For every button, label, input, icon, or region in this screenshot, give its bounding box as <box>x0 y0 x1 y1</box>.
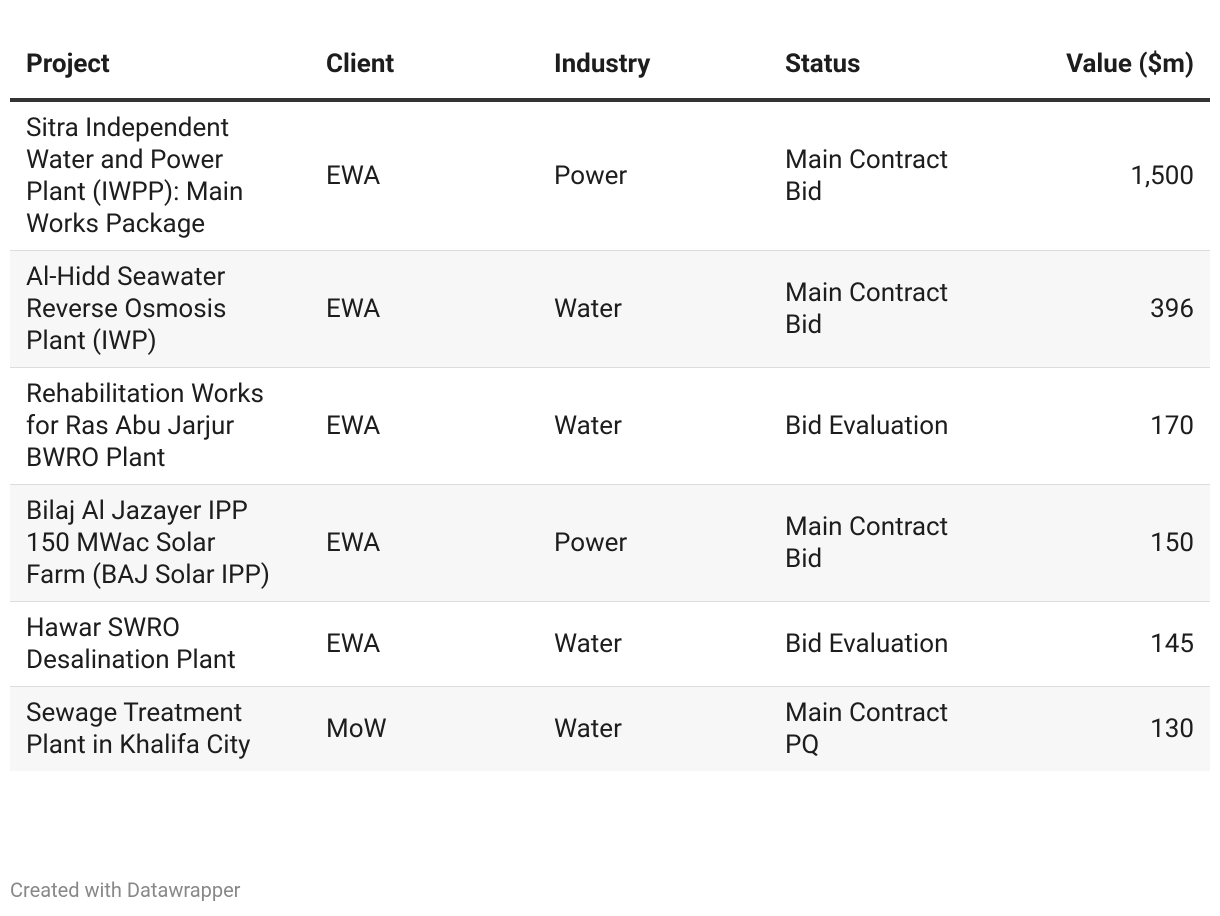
table-cell-container: Rehabilitation Works for Ras Abu Jarjur … <box>10 367 310 485</box>
table-cell: Power <box>554 528 628 558</box>
table-cell-container: Main Contract Bid <box>769 484 1009 602</box>
table-cell: Water <box>554 629 622 659</box>
table-cell-container: Power <box>538 100 769 251</box>
table-cell: Main Contract Bid <box>785 145 949 207</box>
table-container: Project Client Industry Status Value ($m) Si… <box>10 28 1210 771</box>
table-row: Al-Hidd Seawater Reverse Osmosis Plant (… <box>10 250 1210 368</box>
table-cell-container: MoW <box>310 686 538 771</box>
table-cell: 150 <box>1150 528 1194 558</box>
column-header: Industry <box>538 28 769 102</box>
column-header: Project <box>10 28 310 102</box>
table-cell-container: Sitra Independent Water and Power Plant … <box>10 100 310 251</box>
table-cell-container: Al-Hidd Seawater Reverse Osmosis Plant (… <box>10 250 310 368</box>
table-row: Hawar SWRO Desalination Plant EWA Water Bid… <box>10 601 1210 687</box>
table-cell: Water <box>554 294 622 324</box>
header-row: Project Client Industry Status Value ($m) <box>10 28 1210 102</box>
table-cell-container: EWA <box>310 484 538 602</box>
table-cell-container: 396 <box>1009 250 1210 368</box>
credit: Created with Datawrapper <box>10 878 241 902</box>
table-cell: EWA <box>326 411 381 441</box>
table-cell: 130 <box>1150 714 1194 744</box>
table-cell-container: Water <box>538 250 769 368</box>
table-cell-container: Main Contract Bid <box>769 100 1009 251</box>
table-cell-container: 170 <box>1009 367 1210 485</box>
table-cell-container: Power <box>538 484 769 602</box>
table-cell-container: Bilaj Al Jazayer IPP 150 MWac Solar Farm… <box>10 484 310 602</box>
table-row: Sitra Independent Water and Power Plant … <box>10 100 1210 251</box>
table-cell: Water <box>554 714 622 744</box>
table-row: Rehabilitation Works for Ras Abu Jarjur … <box>10 367 1210 485</box>
table-cell: Sitra Independent Water and Power Plant … <box>26 113 244 239</box>
table-cell-container: EWA <box>310 367 538 485</box>
table-cell-container: Hawar SWRO Desalination Plant <box>10 601 310 687</box>
table-cell: Rehabilitation Works for Ras Abu Jarjur … <box>26 379 264 473</box>
table-cell: EWA <box>326 161 381 191</box>
table: Project Client Industry Status Value ($m) Si… <box>10 28 1210 771</box>
column-header: Status <box>769 28 1009 102</box>
table-cell-container: EWA <box>310 100 538 251</box>
table-cell-container: Water <box>538 367 769 485</box>
table-cell-container: Bid Evaluation <box>769 601 1009 687</box>
table-cell-container: 150 <box>1009 484 1210 602</box>
table-cell: Bilaj Al Jazayer IPP 150 MWac Solar Farm… <box>26 496 270 590</box>
table-cell: 170 <box>1150 411 1194 441</box>
table-cell-container: 1,500 <box>1009 100 1210 251</box>
table-cell: 396 <box>1150 294 1194 324</box>
table-row: Bilaj Al Jazayer IPP 150 MWac Solar Farm… <box>10 484 1210 602</box>
table-cell: EWA <box>326 528 381 558</box>
table-cell-container: EWA <box>310 601 538 687</box>
table-row: Sewage Treatment Plant in Khalifa City Mo… <box>10 686 1210 771</box>
table-cell: Hawar SWRO Desalination Plant <box>26 613 236 675</box>
table-cell: Main Contract Bid <box>785 278 949 340</box>
table-cell-container: Bid Evaluation <box>769 367 1009 485</box>
table-cell: 145 <box>1150 629 1194 659</box>
table-cell-container: Main Contract Bid <box>769 250 1009 368</box>
table-body: Sitra Independent Water and Power Plant … <box>10 100 1210 771</box>
table-cell: Bid Evaluation <box>785 629 949 659</box>
table-cell-container: 130 <box>1009 686 1210 771</box>
table-cell: Main Contract Bid <box>785 512 949 574</box>
table-cell: 1,500 <box>1130 161 1194 191</box>
table-cell: Power <box>554 161 628 191</box>
table-cell: Main Contract PQ <box>785 698 949 760</box>
table-cell: Al-Hidd Seawater Reverse Osmosis Plant (… <box>26 262 227 356</box>
column-header: Value ($m) <box>1009 28 1210 102</box>
table-cell: MoW <box>326 714 387 744</box>
table-cell-container: 145 <box>1009 601 1210 687</box>
table-cell: Sewage Treatment Plant in Khalifa City <box>26 698 251 760</box>
table-cell: Bid Evaluation <box>785 411 949 441</box>
table-cell-container: Sewage Treatment Plant in Khalifa City <box>10 686 310 771</box>
table-cell: EWA <box>326 294 381 324</box>
table-cell: EWA <box>326 629 381 659</box>
table-cell-container: Water <box>538 686 769 771</box>
table-cell-container: EWA <box>310 250 538 368</box>
column-header: Client <box>310 28 538 102</box>
table-cell-container: Water <box>538 601 769 687</box>
table-cell-container: Main Contract PQ <box>769 686 1009 771</box>
table-cell: Water <box>554 411 622 441</box>
